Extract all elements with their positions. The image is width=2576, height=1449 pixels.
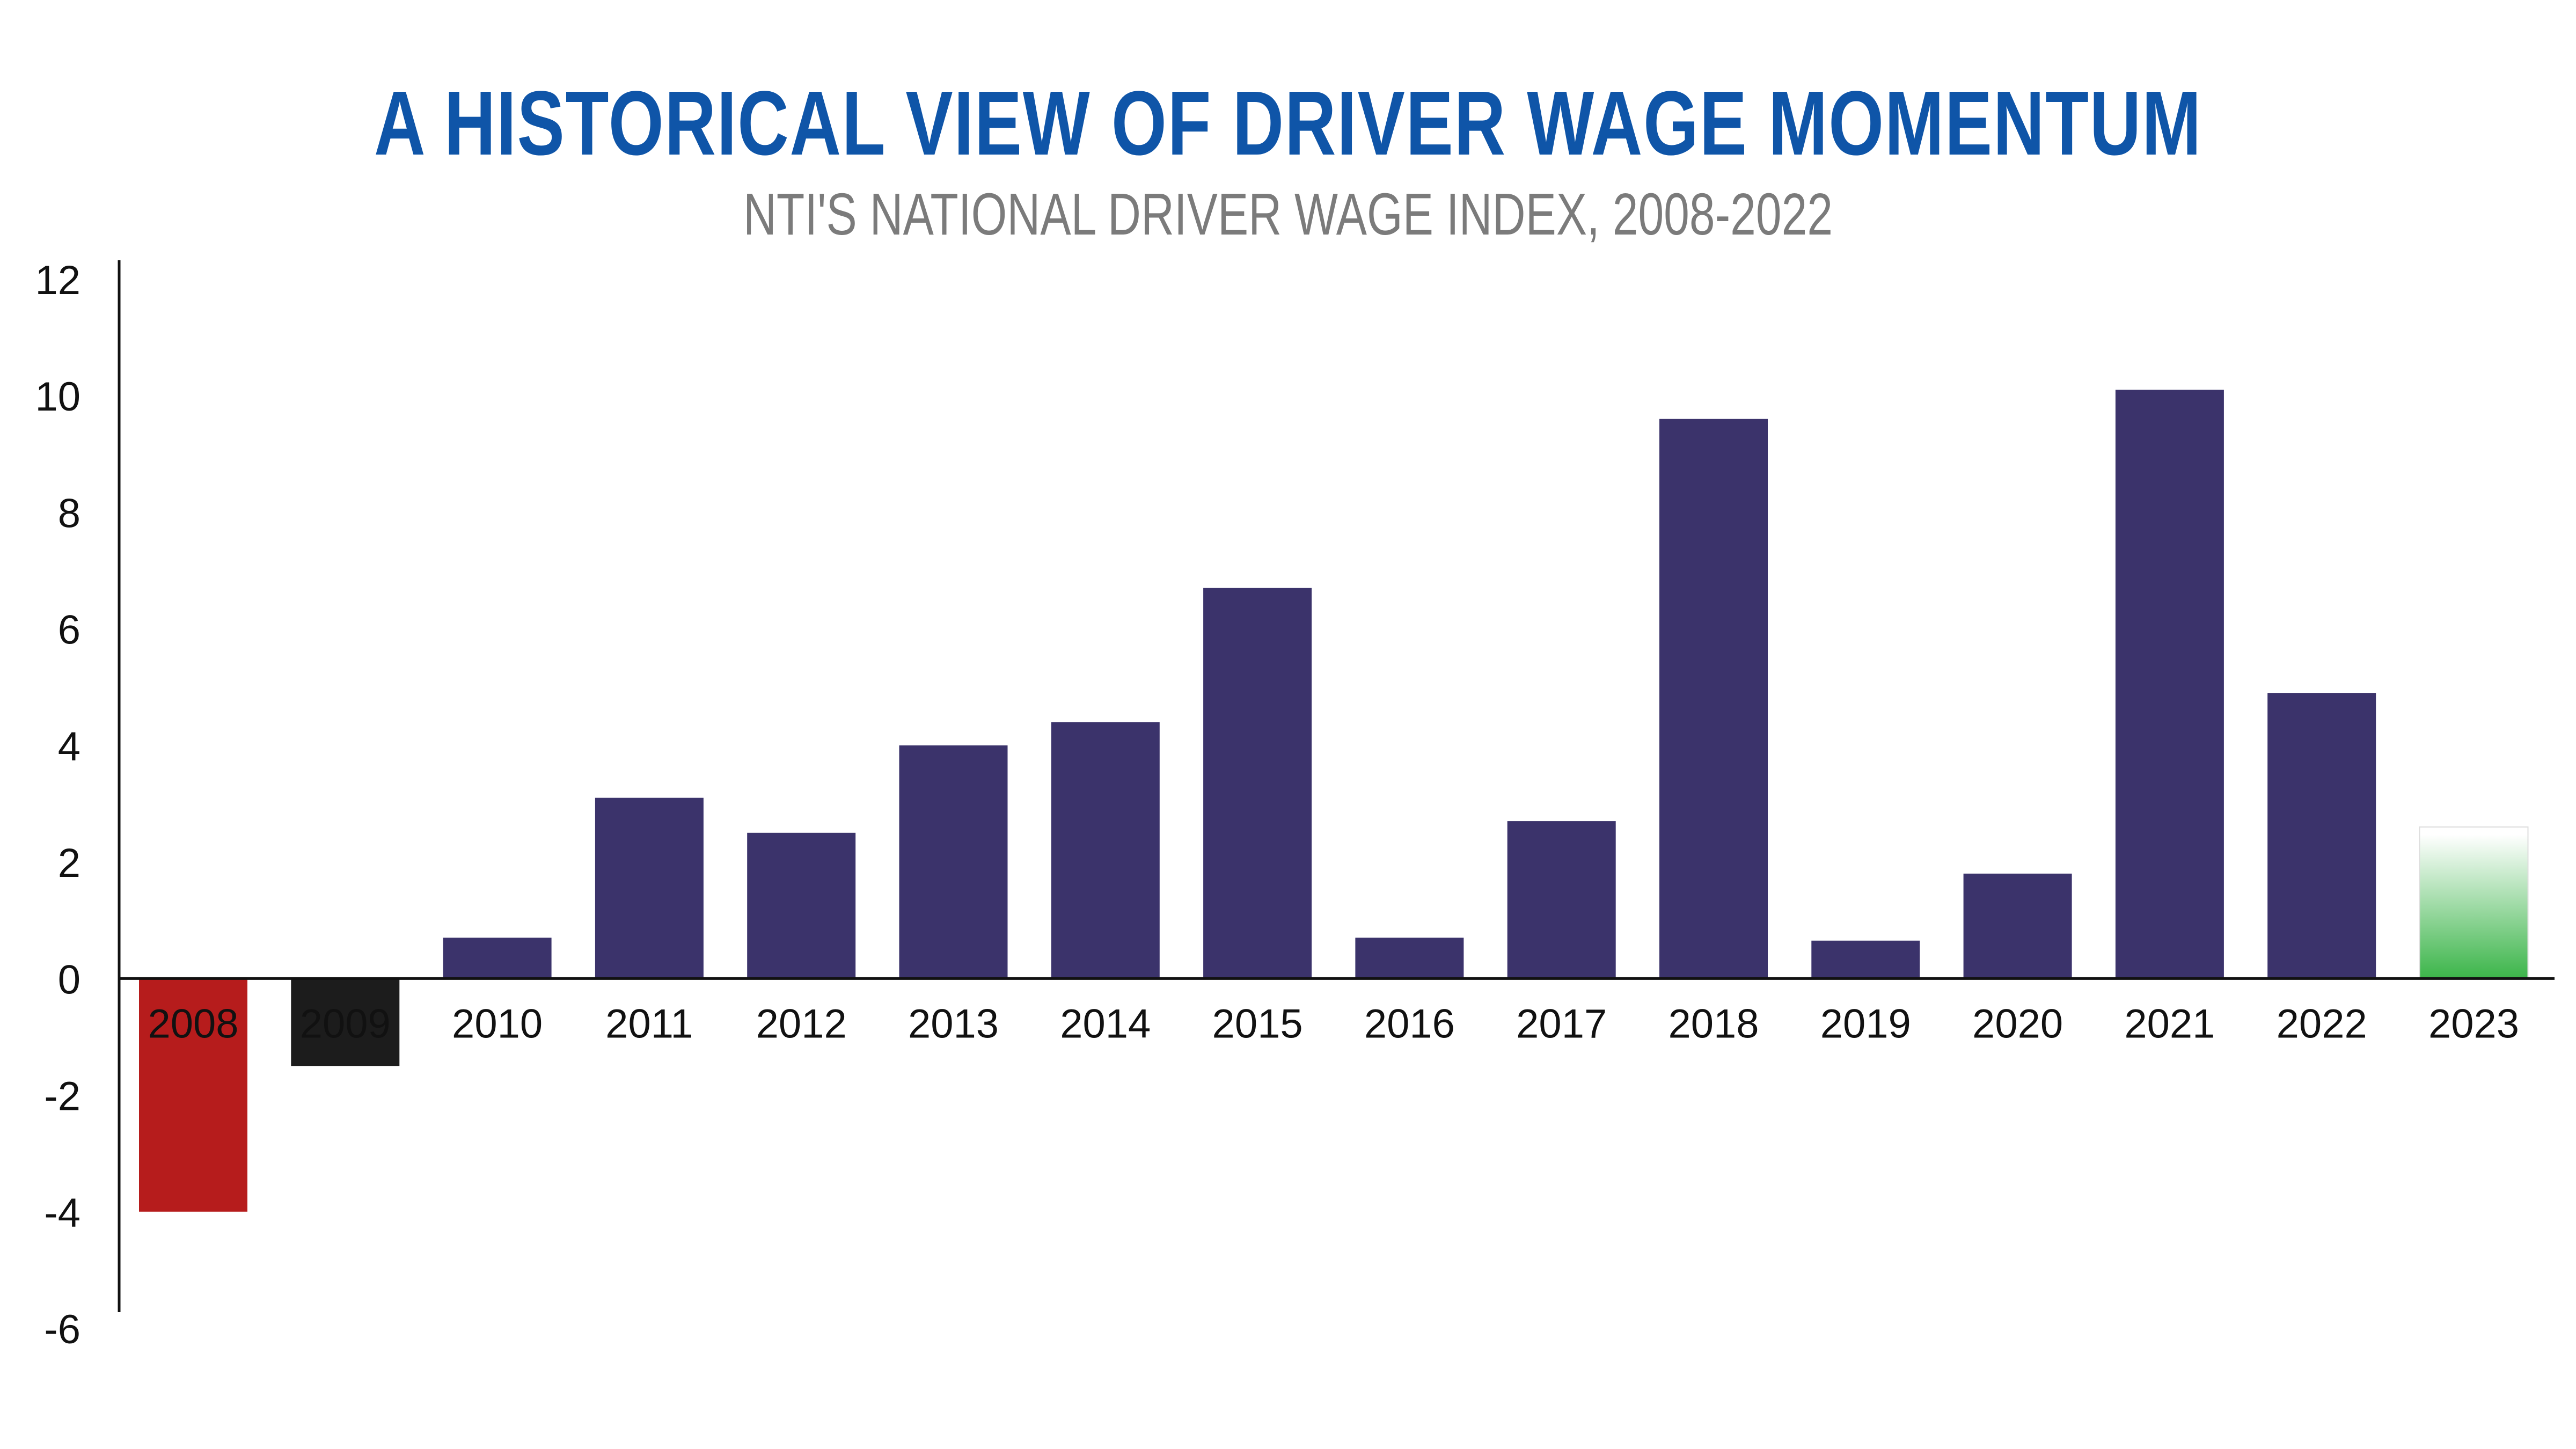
x-category-label: 2014: [1060, 1001, 1151, 1046]
x-category-label: 2021: [2124, 1001, 2215, 1046]
bar-2018: [1659, 419, 1768, 979]
x-category-label: 2019: [1820, 1001, 1911, 1046]
x-category-label: 2015: [1212, 1001, 1303, 1046]
bars-layer: [139, 390, 2529, 1212]
x-category-label: 2016: [1364, 1001, 1455, 1046]
y-tick-labels: 12 10 8 6 4 2 0 -2 -4 -6: [35, 258, 80, 1352]
x-category-label: 2008: [148, 1001, 238, 1046]
y-tick-label: 10: [35, 374, 80, 420]
x-category-label: 2022: [2277, 1001, 2367, 1046]
x-category-label: 2010: [452, 1001, 543, 1046]
bar-2015: [1203, 588, 1312, 979]
bar-2017: [1507, 821, 1616, 979]
x-category-label: 2020: [1972, 1001, 2063, 1046]
bar-2020: [1963, 873, 2072, 979]
bar-2013: [899, 745, 1008, 979]
bar-2023: [2419, 826, 2529, 979]
y-tick-label: 12: [35, 258, 80, 303]
x-category-label: 2012: [756, 1001, 847, 1046]
bar-2021: [2115, 390, 2224, 979]
y-tick-label: 4: [58, 724, 80, 770]
bar-2016: [1355, 938, 1464, 979]
bar-2008: [139, 978, 247, 1212]
bar-2009: [291, 978, 400, 1066]
x-category-label: 2009: [300, 1001, 391, 1046]
x-category-labels: 2008 2009 2010 2011 2012 2013 2014 2015 2016 2017…: [148, 1001, 2519, 1046]
bar-2014: [1051, 722, 1160, 979]
bar-2019: [1811, 940, 1920, 979]
x-category-label: 2023: [2428, 1001, 2519, 1046]
chart-subtitle: NTI'S NATIONAL DRIVER WAGE INDEX, 2008-2…: [743, 181, 1833, 247]
x-category-label: 2017: [1516, 1001, 1607, 1046]
x-category-label: 2013: [908, 1001, 999, 1046]
y-tick-label: -4: [44, 1190, 80, 1236]
y-tick-label: -6: [44, 1307, 80, 1352]
y-tick-label: 0: [58, 957, 80, 1002]
bar-2012: [747, 832, 856, 979]
x-category-label: 2011: [605, 1001, 693, 1046]
y-tick-label: -2: [44, 1074, 80, 1119]
bar-2010: [443, 938, 552, 979]
chart-title: A HISTORICAL VIEW OF DRIVER WAGE MOMENTU…: [374, 72, 2202, 174]
y-tick-label: 2: [58, 840, 80, 886]
bar-2011: [595, 797, 704, 979]
bar-2022: [2267, 693, 2376, 979]
y-tick-label: 8: [58, 491, 80, 536]
x-category-label: 2018: [1668, 1001, 1759, 1046]
y-tick-label: 6: [58, 608, 80, 653]
